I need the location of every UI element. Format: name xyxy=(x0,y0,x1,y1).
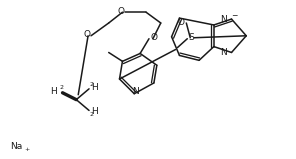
Text: O: O xyxy=(150,33,157,42)
Text: H: H xyxy=(91,107,98,116)
Text: −: − xyxy=(231,11,238,20)
Text: N: N xyxy=(132,87,139,96)
Text: H: H xyxy=(50,87,57,96)
Text: Na: Na xyxy=(10,142,23,151)
Text: H: H xyxy=(91,83,98,92)
Text: 2: 2 xyxy=(89,82,93,87)
Text: 2: 2 xyxy=(59,85,64,90)
Text: +: + xyxy=(24,147,29,152)
Text: O: O xyxy=(178,17,185,27)
Text: O: O xyxy=(118,7,125,16)
Text: S: S xyxy=(188,33,194,42)
Text: N: N xyxy=(220,48,227,57)
Text: N: N xyxy=(220,15,227,24)
Text: O: O xyxy=(83,30,91,39)
Text: 2: 2 xyxy=(89,112,93,117)
